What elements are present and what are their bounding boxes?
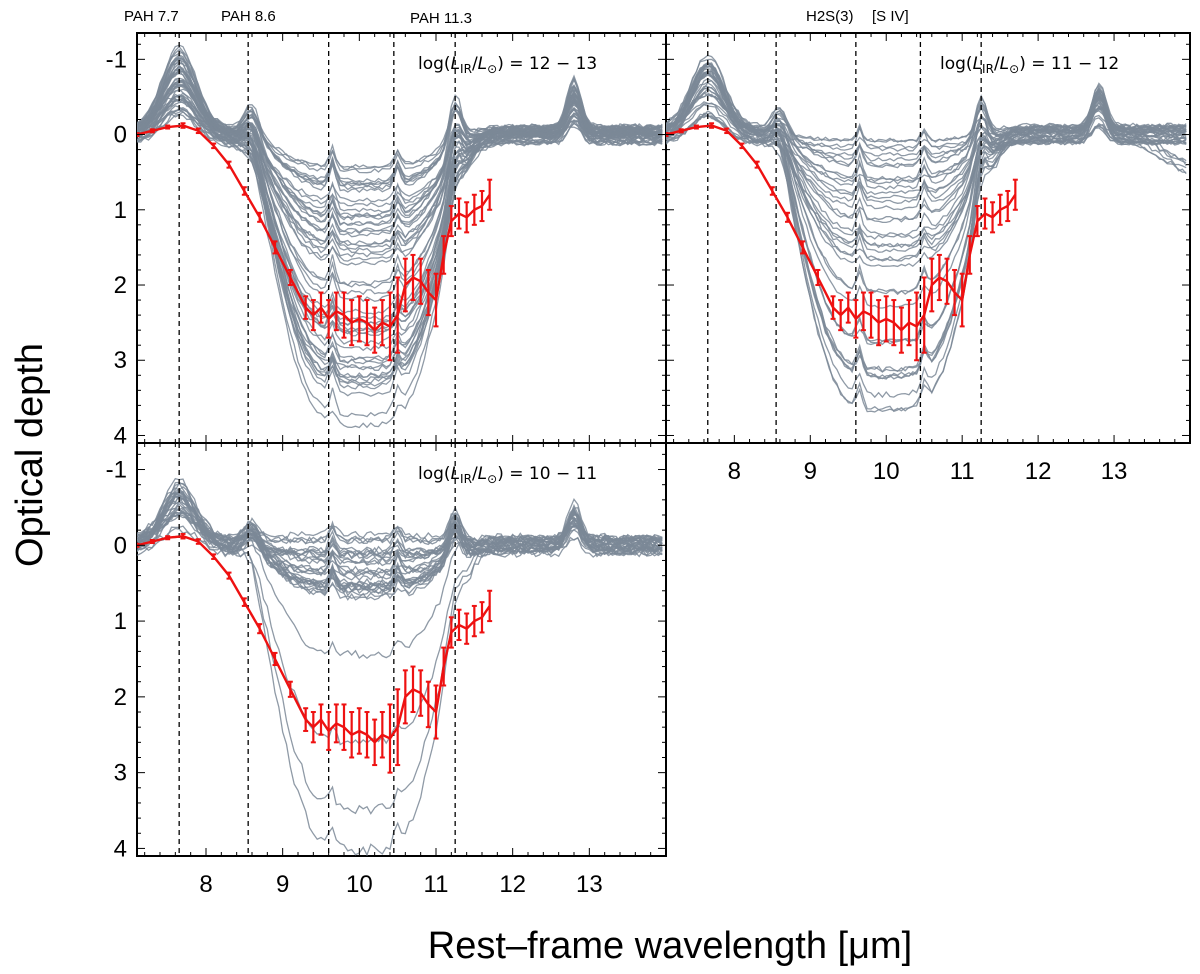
spectrum-line <box>137 493 663 815</box>
panel-1-label: log(LIR/L⊙) = 12 − 13 <box>418 54 597 76</box>
spectrum-line <box>137 108 663 335</box>
panel-2-plot <box>666 33 1191 443</box>
spectrum-line <box>137 79 663 235</box>
spectrum-line <box>666 78 1187 262</box>
spectrum-line <box>666 103 1187 373</box>
y-tick-label: 3 <box>114 760 127 787</box>
feature-label-pah113: PAH 11.3 <box>410 10 472 27</box>
spectrum-line <box>666 72 1187 373</box>
spectrum-line <box>137 490 663 856</box>
panel-2-label: log(LIR/L⊙) = 11 − 12 <box>940 54 1119 76</box>
x-tick-label: 9 <box>804 458 817 485</box>
x-tick-label: 10 <box>346 871 373 898</box>
y-tick-label: 0 <box>114 122 127 149</box>
x-tick-label: 13 <box>576 871 603 898</box>
y-tick-label: 2 <box>114 684 127 711</box>
spectrum-line <box>666 87 1187 346</box>
y-tick-label: 1 <box>114 197 127 224</box>
panel-1: log(LIR/L⊙) = 12 − 13 <box>136 32 667 444</box>
spectrum-line <box>666 61 1187 294</box>
y-tick-label: 0 <box>114 532 127 559</box>
y-tick-label: -1 <box>106 46 127 73</box>
x-tick-label: 12 <box>1025 458 1052 485</box>
feature-label-siv: [S IV] <box>872 8 909 25</box>
y-tick-label: 4 <box>114 422 127 449</box>
x-tick-label: 8 <box>199 871 212 898</box>
x-tick-label: 12 <box>499 871 526 898</box>
panel-3-frame <box>136 442 667 857</box>
y-tick-label: 1 <box>114 608 127 635</box>
x-tick-label: 8 <box>728 458 741 485</box>
panel-3-label: log(LIR/L⊙) = 10 − 11 <box>418 464 597 486</box>
spectrum-line <box>137 71 663 238</box>
spectrum-line <box>137 57 663 296</box>
panel-3: log(LIR/L⊙) = 10 − 11 <box>136 442 667 857</box>
x-tick-label: 11 <box>424 871 449 898</box>
y-tick-label: 4 <box>114 835 127 862</box>
spectrum-line <box>666 113 1187 196</box>
panel-2-frame <box>665 32 1191 444</box>
spectrum-line <box>137 95 663 219</box>
feature-label-pah86: PAH 8.6 <box>221 8 276 25</box>
y-tick-label: 2 <box>114 272 127 299</box>
spectrum-line <box>137 62 663 303</box>
feature-label-h2s3: H2S(3) <box>806 8 854 25</box>
feature-label-pah77: PAH 7.7 <box>124 8 179 25</box>
x-tick-label: 9 <box>276 871 289 898</box>
spectrum-line <box>666 63 1187 224</box>
panel-3-plot <box>137 443 667 856</box>
x-tick-label: 10 <box>873 458 900 485</box>
panel-2: log(LIR/L⊙) = 11 − 12 <box>665 32 1191 444</box>
x-tick-label: 11 <box>950 458 975 485</box>
spectrum-line <box>137 109 663 245</box>
spectrum-line <box>137 109 663 382</box>
y-axis-title: Optical depth <box>9 343 51 567</box>
y-tick-label: -1 <box>106 457 127 484</box>
spectrum-line <box>137 527 663 575</box>
y-tick-label: 3 <box>114 347 127 374</box>
spectrum-line <box>137 511 663 567</box>
spectrum-line <box>137 511 663 746</box>
spectrum-line <box>666 115 1187 240</box>
spectrum-line <box>137 101 663 208</box>
x-tick-label: 13 <box>1101 458 1128 485</box>
panel-1-plot <box>137 33 667 443</box>
spectrum-line <box>666 93 1187 249</box>
x-axis-title: Rest–frame wavelength [μm] <box>428 925 912 967</box>
